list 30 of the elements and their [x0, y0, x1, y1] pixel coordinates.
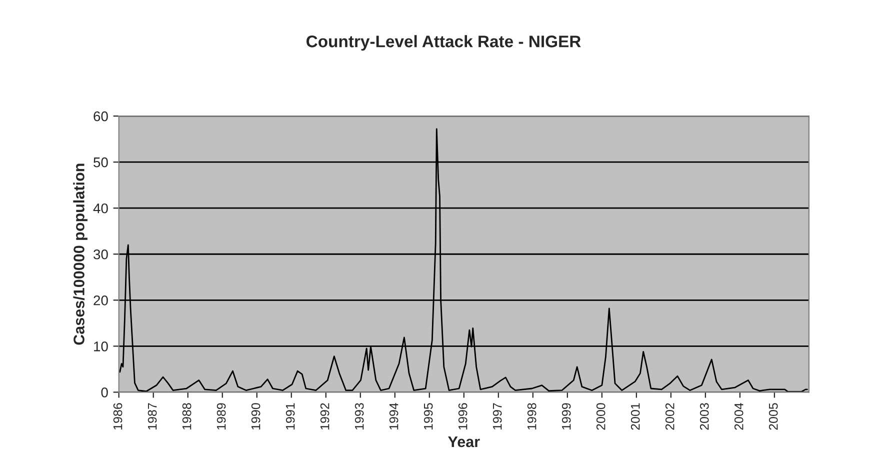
x-tick-label: 1993 — [354, 403, 364, 430]
y-tick-label: 20 — [94, 295, 108, 306]
x-axis-title: Year — [448, 436, 480, 448]
x-tick-label: 2005 — [768, 403, 778, 430]
x-tick-label: 1991 — [286, 403, 295, 430]
x-tick-label: 1997 — [492, 403, 502, 430]
y-tick-label: 0 — [101, 388, 108, 398]
y-tick-label: 10 — [94, 342, 108, 352]
y-tick-label: 50 — [94, 157, 108, 168]
x-tick-label: 1994 — [389, 402, 398, 430]
x-tick-label: 1996 — [458, 403, 468, 430]
x-tick-label: 2001 — [630, 403, 640, 430]
x-tick-label: 2003 — [700, 403, 709, 430]
y-tick-label: 60 — [94, 111, 108, 122]
x-tick-label: 2000 — [596, 403, 606, 430]
chart-title: Country-Level Attack Rate - NIGER — [306, 35, 581, 51]
x-tick-label: 1987 — [148, 403, 157, 430]
x-tick-label: 1990 — [251, 403, 260, 430]
y-tick-label: 40 — [93, 203, 108, 214]
x-tick-label: 1999 — [562, 403, 571, 430]
x-tick-label: 2002 — [665, 403, 674, 430]
x-tick-label: 1986 — [113, 403, 122, 430]
x-tick-label: 1988 — [182, 403, 192, 430]
x-tick-label: 1989 — [216, 403, 226, 430]
x-tick-label: 1992 — [320, 403, 330, 430]
y-axis-title: Cases/100000 population — [73, 164, 88, 345]
x-tick-label: 2004 — [734, 402, 744, 430]
x-tick-label: 1995 — [424, 403, 433, 430]
x-tick-label: 1998 — [527, 403, 536, 430]
y-tick-label: 30 — [94, 249, 108, 260]
